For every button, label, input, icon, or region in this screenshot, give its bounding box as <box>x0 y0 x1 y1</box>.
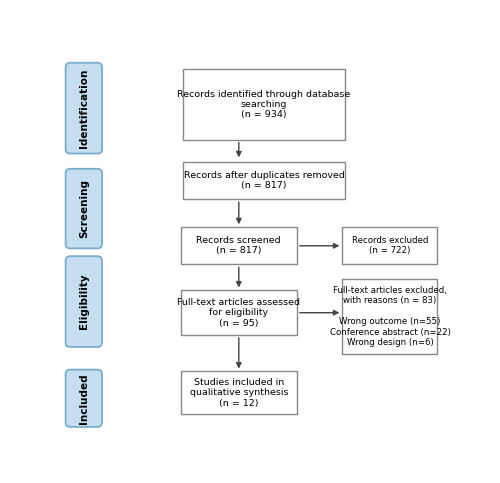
Text: Records after duplicates removed
(n = 817): Records after duplicates removed (n = 81… <box>184 171 344 190</box>
Text: Identification: Identification <box>79 69 89 148</box>
FancyBboxPatch shape <box>66 169 102 248</box>
Text: Full-text articles assessed
for eligibility
(n = 95): Full-text articles assessed for eligibil… <box>178 298 300 327</box>
Text: Screening: Screening <box>79 179 89 238</box>
FancyBboxPatch shape <box>180 371 297 414</box>
FancyBboxPatch shape <box>66 369 102 427</box>
Text: Records excluded
(n = 722): Records excluded (n = 722) <box>352 236 428 256</box>
FancyBboxPatch shape <box>182 69 346 140</box>
FancyBboxPatch shape <box>180 227 297 264</box>
FancyBboxPatch shape <box>66 63 102 154</box>
Text: Records identified through database
searching
(n = 934): Records identified through database sear… <box>178 89 350 119</box>
Text: Records screened
(n = 817): Records screened (n = 817) <box>196 236 281 256</box>
Text: Included: Included <box>79 373 89 424</box>
Text: Full-text articles excluded,
with reasons (n = 83)

Wrong outcome (n=55)
Confere: Full-text articles excluded, with reason… <box>330 286 450 347</box>
FancyBboxPatch shape <box>180 290 297 335</box>
FancyBboxPatch shape <box>342 227 438 264</box>
FancyBboxPatch shape <box>66 256 102 347</box>
Text: Studies included in
qualitative synthesis
(n = 12): Studies included in qualitative synthesi… <box>190 378 288 408</box>
FancyBboxPatch shape <box>342 279 438 354</box>
Text: Eligibility: Eligibility <box>79 274 89 329</box>
FancyBboxPatch shape <box>182 162 346 199</box>
